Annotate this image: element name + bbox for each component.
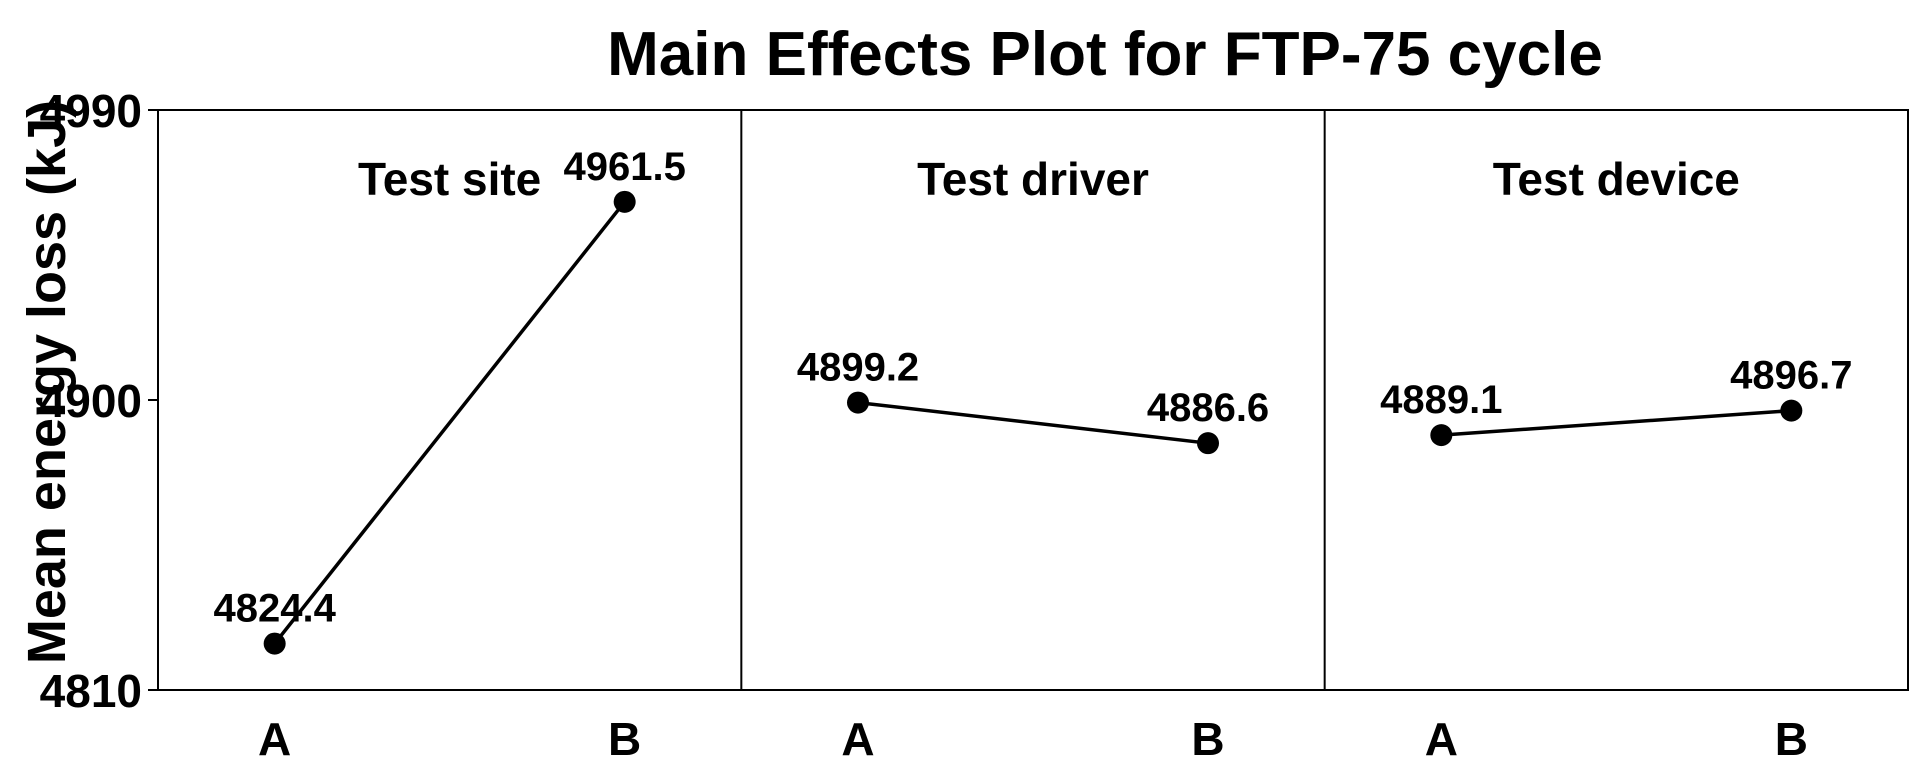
effect-line bbox=[1441, 408, 1792, 437]
panel-title: Test device bbox=[1493, 153, 1740, 205]
data-point bbox=[847, 391, 869, 414]
x-category-label: B bbox=[1191, 713, 1224, 765]
panels: Test site 4824.4 A 4961.5 B Test driver 4899.2… bbox=[213, 145, 1852, 765]
data-label: 4961.5 bbox=[563, 145, 685, 189]
x-category-label: A bbox=[1425, 713, 1458, 765]
panel-2: Test device 4889.1 A 4896.7 B bbox=[1380, 153, 1852, 765]
data-point bbox=[1197, 432, 1219, 455]
data-point bbox=[613, 190, 636, 213]
effect-line bbox=[857, 400, 1209, 445]
data-label: 4824.4 bbox=[213, 587, 336, 631]
x-category-label: A bbox=[258, 713, 291, 765]
chart-title: Main Effects Plot for FTP-75 cycle bbox=[607, 20, 1603, 89]
data-point bbox=[263, 632, 286, 655]
x-category-label: A bbox=[841, 713, 874, 765]
y-tick-label: 4990 bbox=[40, 85, 142, 137]
data-point bbox=[1780, 399, 1803, 422]
data-label: 4886.6 bbox=[1147, 386, 1269, 430]
data-label: 4896.7 bbox=[1730, 354, 1852, 398]
panel-title: Test site bbox=[358, 153, 541, 205]
x-category-label: B bbox=[1775, 713, 1808, 765]
data-point bbox=[1430, 424, 1453, 447]
panel-0: Test site 4824.4 A 4961.5 B bbox=[213, 145, 685, 765]
data-label: 4899.2 bbox=[797, 346, 919, 390]
effect-line bbox=[273, 200, 627, 645]
x-category-label: B bbox=[608, 713, 641, 765]
data-label: 4889.1 bbox=[1380, 378, 1502, 422]
y-axis-label: Mean energy loss (kJ) bbox=[17, 100, 77, 664]
y-tick-label: 4810 bbox=[40, 665, 142, 717]
y-axis-ticks: 4810 4900 4990 bbox=[40, 85, 158, 717]
y-tick-label: 4900 bbox=[40, 375, 142, 427]
panel-title: Test driver bbox=[917, 153, 1149, 205]
panel-1: Test driver 4899.2 A 4886.6 B bbox=[797, 153, 1269, 765]
